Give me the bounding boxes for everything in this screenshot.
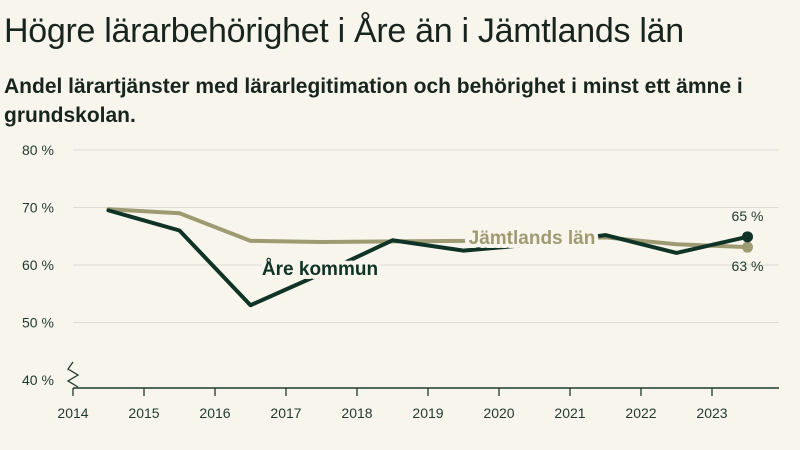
x-tick-label: 2023 bbox=[696, 405, 727, 421]
x-tick-label: 2021 bbox=[554, 405, 585, 421]
x-tick-label: 2015 bbox=[128, 405, 159, 421]
series-line-are-kommun bbox=[106, 208, 750, 308]
series-label-are-kommun: Åre kommun bbox=[262, 259, 378, 280]
x-tick-label: 2018 bbox=[341, 405, 372, 421]
y-tick-label: 60 % bbox=[22, 257, 54, 273]
chart-title: Högre lärarbehörighet i Åre än i Jämtlan… bbox=[4, 12, 684, 50]
y-tick-label: 40 % bbox=[22, 372, 54, 388]
y-tick-label: 50 % bbox=[22, 315, 54, 331]
x-tick-label: 2017 bbox=[270, 405, 301, 421]
end-marker-jamtlands-lan bbox=[742, 241, 753, 253]
end-marker-are-kommun bbox=[742, 231, 753, 243]
series-label-jamtlands-lan: Jämtlands län bbox=[469, 228, 596, 249]
x-tick-label: 2019 bbox=[412, 405, 443, 421]
y-tick-label: 70 % bbox=[22, 200, 54, 216]
series-line-jamtlands-lan bbox=[106, 207, 750, 250]
x-tick-label: 2014 bbox=[57, 405, 88, 421]
y-tick-label: 80 % bbox=[22, 142, 54, 158]
x-tick-label: 2016 bbox=[199, 405, 230, 421]
end-value-jamtlands-lan: 63 % bbox=[732, 258, 764, 274]
axis-break-icon bbox=[66, 361, 80, 388]
x-tick-label: 2020 bbox=[483, 405, 514, 421]
x-tick-label: 2022 bbox=[625, 405, 656, 421]
chart-subtitle: Andel lärartjänster med lärarlegitimatio… bbox=[4, 75, 743, 127]
end-value-are-kommun: 65 % bbox=[732, 208, 764, 224]
